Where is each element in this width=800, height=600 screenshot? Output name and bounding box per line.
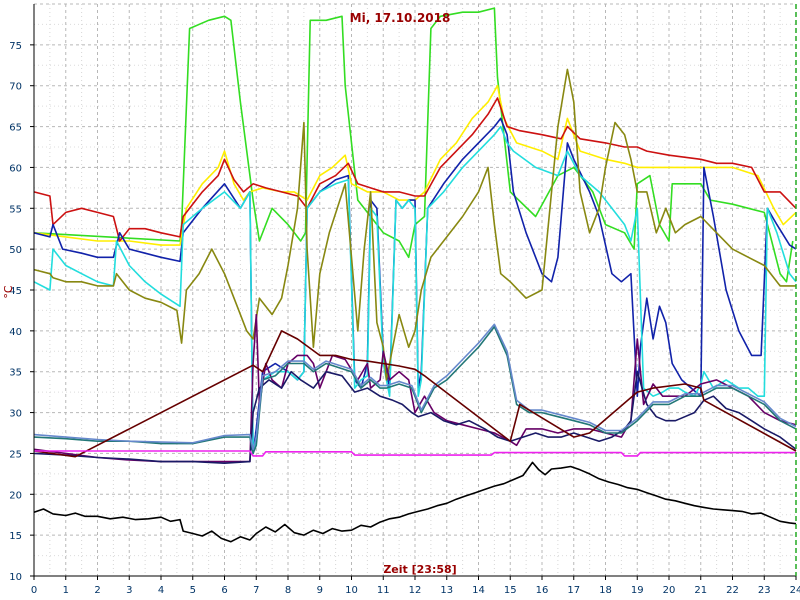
y-tick-label: 25 — [9, 449, 22, 460]
x-tick-label: 19 — [631, 585, 644, 596]
series-line-1 — [33, 7, 794, 283]
x-tick-label: 15 — [504, 585, 517, 596]
y-tick-label: 60 — [9, 163, 22, 174]
y-tick-label: 10 — [9, 572, 22, 583]
x-tick-label: 21 — [694, 585, 707, 596]
x-tick-label: 23 — [758, 585, 771, 596]
series-line-11 — [33, 330, 797, 458]
y-tick-label: 70 — [9, 82, 22, 93]
x-tick-label: 17 — [567, 585, 580, 596]
y-tick-label: 15 — [9, 531, 22, 542]
series-line-2 — [33, 84, 797, 246]
x-tick-label: 0 — [31, 585, 37, 596]
x-tick-label: 3 — [126, 585, 132, 596]
x-tick-label: 11 — [377, 585, 390, 596]
y-tick-label: 45 — [9, 286, 22, 297]
x-tick-label: 14 — [472, 585, 485, 596]
x-tick-label: 1 — [63, 585, 69, 596]
series-layer — [33, 7, 797, 543]
x-tick-label: 10 — [345, 585, 358, 596]
y-tick-label: 40 — [9, 327, 22, 338]
y-tick-label: 55 — [9, 204, 22, 215]
y-tick-label: 30 — [9, 409, 22, 420]
x-tick-label: 24 — [790, 585, 800, 596]
series-line-12 — [34, 450, 796, 457]
x-axis-label: Zeit [23:58] — [383, 563, 456, 576]
x-tick-label: 18 — [599, 585, 612, 596]
x-tick-label: 9 — [317, 585, 323, 596]
series-line-13 — [33, 461, 797, 543]
x-tick-label: 16 — [536, 585, 549, 596]
x-tick-label: 4 — [158, 585, 164, 596]
series-line-9 — [33, 326, 797, 455]
y-axis-label: °C — [2, 285, 15, 299]
chart-title: Mi, 17.10.2018 — [350, 11, 451, 25]
x-tick-label: 12 — [409, 585, 422, 596]
x-tick-label: 6 — [221, 585, 227, 596]
series-line-10 — [33, 323, 797, 451]
y-tick-label: 50 — [9, 245, 22, 256]
x-tick-label: 2 — [94, 585, 100, 596]
y-tick-label: 65 — [9, 123, 22, 134]
y-tick-label: 75 — [9, 41, 22, 52]
x-tick-label: 13 — [440, 585, 453, 596]
x-tick-label: 5 — [190, 585, 196, 596]
x-tick-label: 20 — [663, 585, 676, 596]
x-tick-label: 8 — [285, 585, 291, 596]
x-tick-label: 22 — [726, 585, 739, 596]
y-tick-label: 35 — [9, 368, 22, 379]
series-line-6 — [33, 68, 796, 381]
series-line-3 — [33, 97, 797, 242]
x-tick-label: 7 — [253, 585, 259, 596]
series-line-4 — [33, 117, 797, 455]
y-tick-label: 20 — [9, 490, 22, 501]
